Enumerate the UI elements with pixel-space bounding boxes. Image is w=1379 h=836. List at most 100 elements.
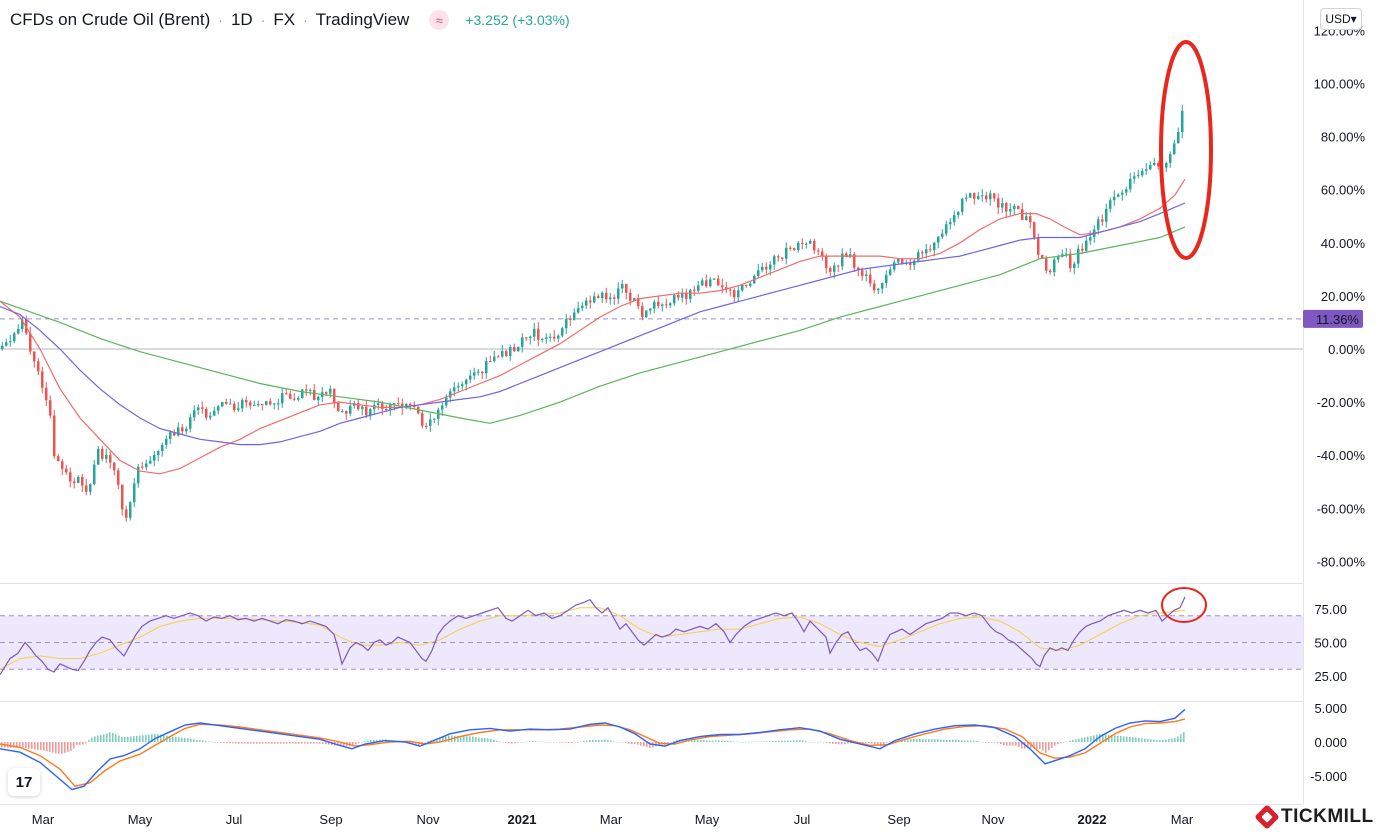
- macd-bar: [469, 736, 471, 742]
- candle: [533, 328, 536, 337]
- candle: [137, 466, 140, 484]
- macd-bar: [322, 742, 324, 744]
- macd-bar: [52, 742, 54, 753]
- candle: [189, 417, 192, 429]
- macd-bar: [1105, 734, 1107, 742]
- candle: [981, 195, 984, 197]
- candle: [73, 481, 76, 484]
- candle: [1021, 209, 1024, 220]
- interval-label[interactable]: 1D: [230, 10, 253, 29]
- time-axis-label: Sep: [319, 812, 342, 827]
- candle: [677, 294, 680, 298]
- candle: [785, 247, 788, 259]
- candle: [113, 462, 116, 471]
- macd-bar: [436, 738, 438, 742]
- macd-bar: [919, 738, 921, 742]
- candle: [1105, 208, 1108, 222]
- macd-bar: [709, 740, 711, 742]
- candle: [801, 242, 804, 244]
- macd-bar: [160, 734, 162, 742]
- macd-bar: [355, 742, 357, 744]
- macd-bar: [526, 741, 528, 743]
- macd-bar: [871, 742, 873, 744]
- macd-bar: [640, 742, 642, 746]
- macd-bar: [973, 740, 975, 742]
- candle: [1165, 162, 1168, 168]
- candle: [957, 211, 960, 216]
- candle: [645, 310, 648, 318]
- macd-bar: [940, 739, 942, 742]
- symbol-title[interactable]: CFDs on Crude Oil (Brent): [10, 10, 211, 29]
- macd-bar: [634, 742, 636, 745]
- candle: [733, 290, 736, 298]
- tradingview-logo-icon[interactable]: 17: [8, 768, 40, 796]
- candle: [169, 432, 172, 439]
- candle: [177, 427, 180, 436]
- macd-bar: [121, 736, 123, 742]
- macd-bar: [745, 741, 747, 743]
- macd-bar: [991, 742, 993, 743]
- macd-bar: [781, 740, 783, 742]
- time-axis-label: May: [128, 812, 153, 827]
- candle: [697, 285, 700, 291]
- candle: [201, 407, 204, 409]
- macd-bar: [931, 739, 933, 742]
- candle: [97, 448, 100, 465]
- macd-bar: [256, 742, 258, 744]
- macd-bar: [889, 741, 891, 742]
- candle: [717, 278, 720, 286]
- price-axis-label: -40.00%: [1317, 448, 1366, 463]
- macd-bar: [313, 742, 315, 744]
- macd-bar: [1162, 740, 1164, 742]
- macd-bar: [25, 742, 27, 749]
- candle: [817, 250, 820, 252]
- macd-bar: [319, 742, 321, 744]
- macd-bar: [667, 742, 669, 745]
- macd-bar: [625, 742, 627, 744]
- macd-bar: [1000, 742, 1002, 745]
- macd-bar: [1126, 736, 1128, 742]
- macd-bar: [268, 742, 270, 744]
- candle: [893, 262, 896, 270]
- candle: [673, 294, 676, 304]
- macd-bar: [835, 742, 837, 745]
- macd-bar: [922, 739, 924, 742]
- time-axis-label: Nov: [416, 812, 440, 827]
- candle: [661, 304, 664, 306]
- macd-bar: [1009, 742, 1011, 746]
- candle: [17, 329, 20, 334]
- macd-bar: [223, 742, 225, 743]
- market-status-icon[interactable]: ≈: [429, 10, 450, 30]
- separator-dot: ·: [260, 12, 266, 28]
- macd-bar: [454, 735, 456, 742]
- macd-bar: [301, 742, 303, 744]
- currency-dropdown[interactable]: USD ▾: [1320, 8, 1362, 30]
- macd-bar: [412, 742, 414, 745]
- candle: [877, 288, 880, 291]
- candle: [37, 361, 40, 372]
- last-value-label: 11.36%: [1316, 312, 1360, 327]
- candle: [821, 251, 824, 256]
- macd-bar: [646, 742, 648, 748]
- macd-bar: [670, 742, 672, 743]
- candle: [161, 444, 164, 452]
- macd-bar: [1048, 742, 1050, 751]
- candle: [789, 247, 792, 249]
- macd-bar: [274, 742, 276, 744]
- candle: [1029, 216, 1032, 223]
- macd-bar: [907, 739, 909, 742]
- price-axis-label: -80.00%: [1317, 554, 1366, 569]
- rsi-line: [0, 596, 1186, 676]
- candle: [349, 405, 352, 414]
- macd-bar: [976, 740, 978, 742]
- candle: [481, 371, 484, 374]
- macd-bar: [649, 742, 651, 748]
- macd-bar: [559, 742, 561, 743]
- macd-bar: [265, 742, 267, 744]
- macd-bar: [778, 740, 780, 742]
- macd-bar: [598, 740, 600, 742]
- macd-bar: [637, 742, 639, 745]
- candle: [561, 328, 564, 336]
- macd-bar: [523, 742, 525, 743]
